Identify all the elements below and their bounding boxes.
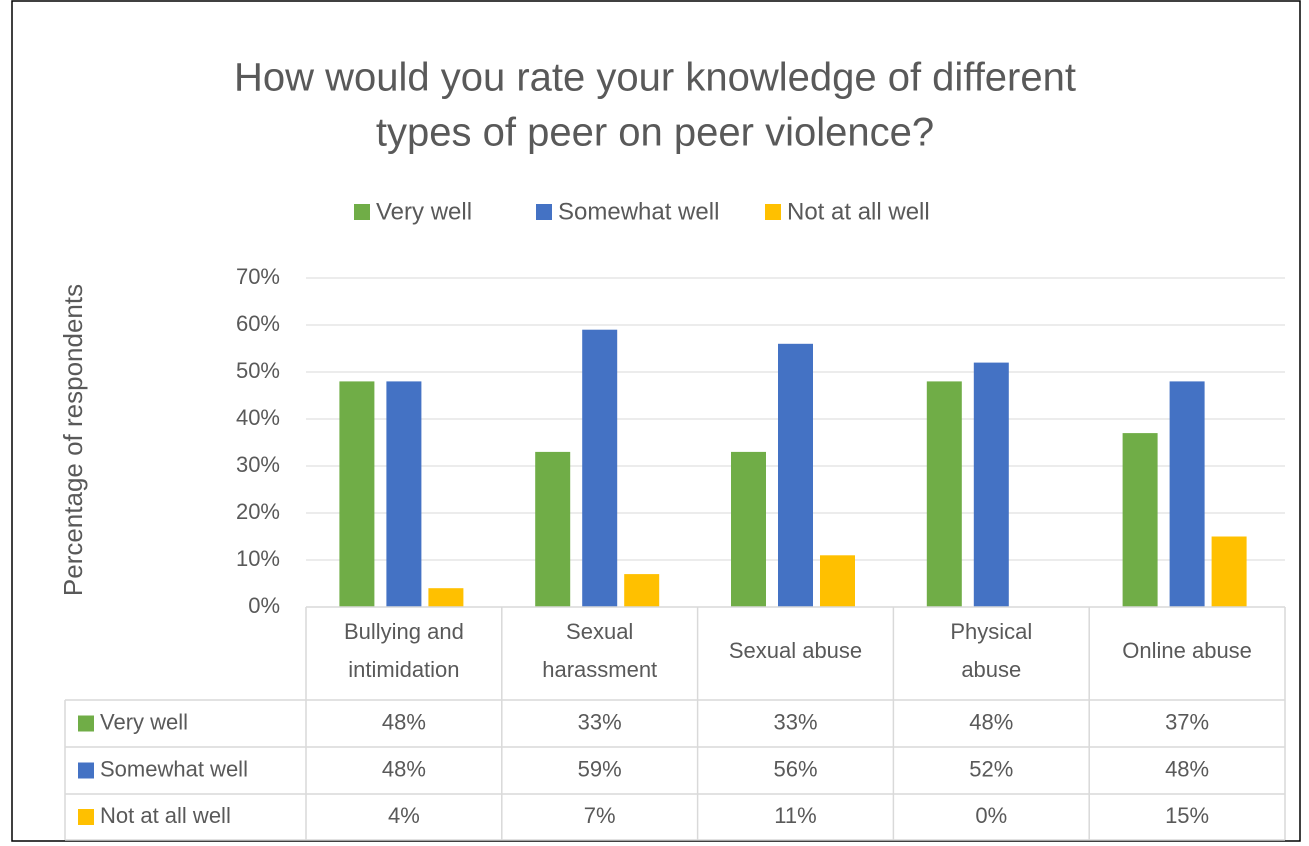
y-tick-label: 50% xyxy=(236,358,280,383)
bar xyxy=(1169,381,1205,607)
table-legend-swatch xyxy=(78,809,94,825)
table-legend-swatch xyxy=(78,762,94,779)
legend-swatch xyxy=(354,204,370,220)
bar xyxy=(1211,536,1247,607)
y-tick-label: 40% xyxy=(236,405,280,430)
table-row-label: Very well xyxy=(100,709,188,734)
bar xyxy=(1122,433,1158,607)
table-cell: 56% xyxy=(773,756,817,781)
y-tick-label: 0% xyxy=(248,593,280,618)
table-cell: 48% xyxy=(1165,756,1209,781)
table-cell: 48% xyxy=(382,756,426,781)
chart-title: types of peer on peer violence? xyxy=(376,111,934,155)
table-cell: 48% xyxy=(382,709,426,734)
y-tick-label: 20% xyxy=(236,499,280,524)
bar xyxy=(973,362,1009,607)
chart-title: How would you rate your knowledge of dif… xyxy=(234,56,1076,100)
y-tick-label: 60% xyxy=(236,311,280,336)
y-axis-label: Percentage of respondents xyxy=(58,284,88,596)
table-cell: 7% xyxy=(584,803,616,828)
table-cell: 0% xyxy=(975,803,1007,828)
table-cell: 48% xyxy=(969,709,1013,734)
legend-swatch xyxy=(765,204,781,220)
x-tick-label: intimidation xyxy=(348,657,459,682)
y-tick-label: 70% xyxy=(236,264,280,289)
bar xyxy=(731,451,766,607)
y-tick-label: 10% xyxy=(236,546,280,571)
y-tick-label: 30% xyxy=(236,452,280,477)
legend-label: Somewhat well xyxy=(558,198,719,225)
table-row-label: Not at all well xyxy=(100,803,231,828)
bar xyxy=(926,381,962,607)
table-cell: 4% xyxy=(388,803,420,828)
x-tick-label: Sexual abuse xyxy=(729,638,862,663)
table-cell: 59% xyxy=(578,756,622,781)
bar xyxy=(820,555,855,607)
legend-label: Very well xyxy=(376,198,472,225)
bar xyxy=(624,574,660,607)
bar xyxy=(386,381,422,607)
bar xyxy=(778,343,813,607)
table-cell: 52% xyxy=(969,756,1013,781)
legend-swatch xyxy=(536,204,552,220)
bar xyxy=(535,451,571,607)
bar xyxy=(339,381,375,607)
table-row-label: Somewhat well xyxy=(100,756,248,781)
bar xyxy=(428,588,464,607)
table-cell: 11% xyxy=(774,803,816,828)
table-cell: 33% xyxy=(773,709,817,734)
x-tick-label: Bullying and xyxy=(344,619,464,644)
table-cell: 37% xyxy=(1165,709,1209,734)
table-cell: 15% xyxy=(1165,803,1209,828)
table-legend-swatch xyxy=(78,715,94,732)
x-tick-label: Sexual xyxy=(566,619,633,644)
legend-label: Not at all well xyxy=(787,198,930,225)
chart-frame xyxy=(11,0,1301,842)
x-tick-label: Physical xyxy=(950,619,1032,644)
x-tick-label: abuse xyxy=(961,657,1021,682)
table-cell: 33% xyxy=(578,709,622,734)
bar xyxy=(582,329,618,607)
x-tick-label: Online abuse xyxy=(1122,638,1252,663)
x-tick-label: harassment xyxy=(542,657,657,682)
